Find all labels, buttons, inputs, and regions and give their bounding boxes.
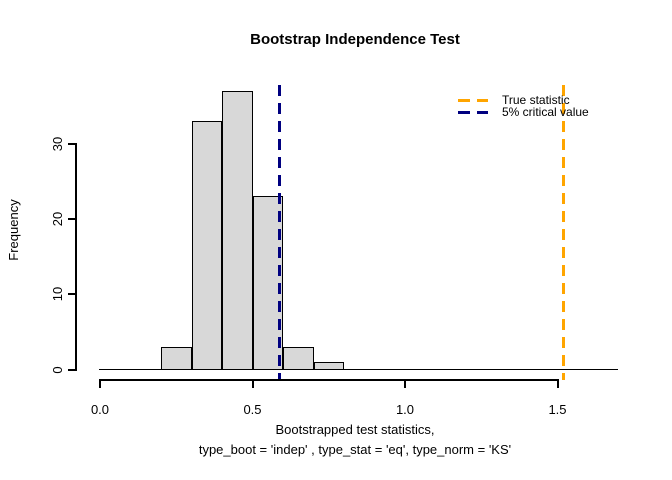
x-axis-label-line1: Bootstrapped test statistics, [275, 422, 435, 437]
legend-entry: 5% critical value [458, 106, 589, 118]
histogram-bar [252, 196, 283, 371]
legend-dashed-line-sample [458, 110, 488, 114]
histogram-bar [222, 90, 253, 371]
x-tick [99, 381, 101, 388]
y-tick-label: 0 [50, 365, 65, 374]
y-tick [68, 142, 75, 145]
y-tick [68, 368, 75, 371]
legend-label: True statistic [502, 93, 570, 107]
true-statistic-line [562, 85, 566, 380]
y-axis-line axis-line [75, 142, 77, 371]
histogram-bar [161, 346, 192, 371]
x-tick-label: 1.5 [548, 402, 567, 417]
histogram-bar [191, 120, 222, 371]
legend-label: 5% critical value [502, 105, 589, 119]
x-tick [251, 381, 254, 388]
y-axis-label: Frequency [6, 199, 21, 261]
y-tick-label: 20 [50, 211, 65, 227]
x-tick-label: 1.0 [395, 402, 415, 417]
zero-baseline axis-line [99, 368, 618, 370]
critical-value-5pct-line [278, 85, 282, 380]
histogram-bar [313, 361, 344, 371]
y-tick [68, 217, 75, 220]
y-tick [68, 293, 75, 296]
x-axis-line axis-line [99, 379, 559, 381]
y-tick-label: 30 [50, 136, 65, 151]
x-tick [404, 381, 406, 388]
x-tick [556, 381, 559, 388]
legend-entry: True statistic [458, 94, 589, 106]
x-axis-label-line2: type_boot = 'indep' , type_stat = 'eq', … [198, 442, 512, 457]
legend: True statistic 5% critical value [458, 94, 589, 118]
legend-dashed-line-sample [458, 98, 488, 102]
y-tick-label: 10 [50, 286, 65, 302]
x-tick-label: 0.5 [243, 402, 262, 417]
chart-title: Bootstrap Independence Test [250, 31, 460, 48]
histogram-bar [283, 346, 314, 371]
x-tick-label: 0.0 [90, 402, 110, 417]
